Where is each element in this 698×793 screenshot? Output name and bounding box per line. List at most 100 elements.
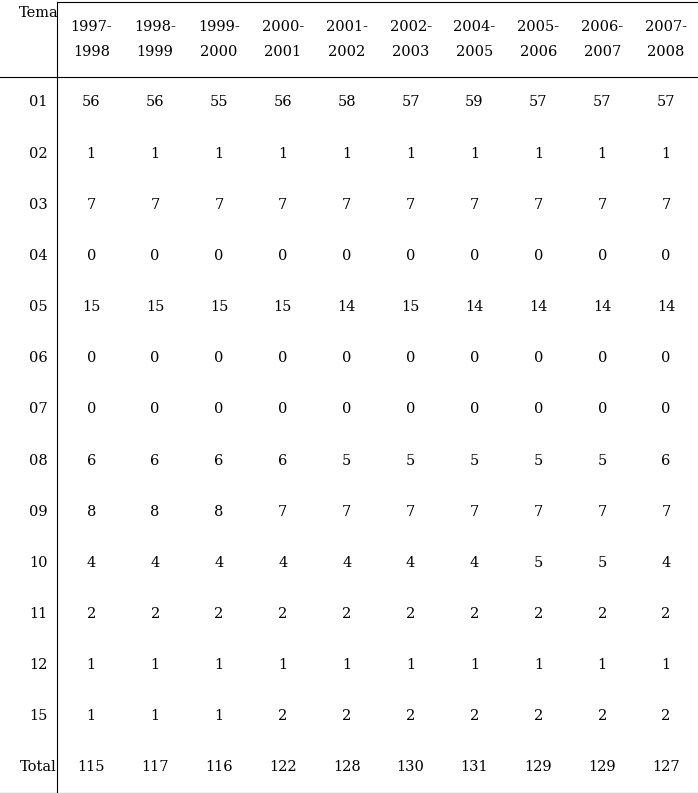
Text: 04: 04 xyxy=(29,249,47,263)
Text: 1: 1 xyxy=(406,147,415,161)
Text: 1: 1 xyxy=(214,709,223,723)
Text: 131: 131 xyxy=(461,760,489,775)
Text: 1: 1 xyxy=(151,147,160,161)
Text: 12: 12 xyxy=(29,658,47,672)
Text: 1999-: 1999- xyxy=(198,20,240,33)
Text: 7: 7 xyxy=(279,197,288,212)
Text: 09: 09 xyxy=(29,504,47,519)
Text: 7: 7 xyxy=(151,197,160,212)
Text: 1: 1 xyxy=(279,147,288,161)
Text: 7: 7 xyxy=(470,504,479,519)
Text: 2007-: 2007- xyxy=(645,20,687,33)
Text: 2: 2 xyxy=(279,709,288,723)
Text: 58: 58 xyxy=(337,95,356,109)
Text: 57: 57 xyxy=(657,95,676,109)
Text: 1: 1 xyxy=(151,658,160,672)
Text: 130: 130 xyxy=(396,760,424,775)
Text: 5: 5 xyxy=(597,454,607,468)
Text: 14: 14 xyxy=(466,300,484,314)
Text: 2: 2 xyxy=(214,607,223,621)
Text: 55: 55 xyxy=(209,95,228,109)
Text: 2: 2 xyxy=(534,709,543,723)
Text: 08: 08 xyxy=(29,454,47,468)
Text: 59: 59 xyxy=(465,95,484,109)
Text: 15: 15 xyxy=(146,300,164,314)
Text: 127: 127 xyxy=(652,760,680,775)
Text: 2003: 2003 xyxy=(392,45,429,59)
Text: 0: 0 xyxy=(534,402,543,416)
Text: 07: 07 xyxy=(29,402,47,416)
Text: 0: 0 xyxy=(470,249,479,263)
Text: 11: 11 xyxy=(29,607,47,621)
Text: 8: 8 xyxy=(214,504,223,519)
Text: 5: 5 xyxy=(406,454,415,468)
Text: 1: 1 xyxy=(214,658,223,672)
Text: 4: 4 xyxy=(279,556,288,570)
Text: 2: 2 xyxy=(662,709,671,723)
Text: 2005: 2005 xyxy=(456,45,493,59)
Text: 0: 0 xyxy=(406,249,415,263)
Text: 7: 7 xyxy=(214,197,223,212)
Text: 2: 2 xyxy=(342,709,351,723)
Text: 7: 7 xyxy=(534,197,543,212)
Text: 2: 2 xyxy=(87,607,96,621)
Text: 0: 0 xyxy=(597,351,607,366)
Text: 0: 0 xyxy=(534,351,543,366)
Text: 6: 6 xyxy=(279,454,288,468)
Text: 2: 2 xyxy=(470,709,479,723)
Text: 6: 6 xyxy=(151,454,160,468)
Text: 0: 0 xyxy=(151,249,160,263)
Text: 10: 10 xyxy=(29,556,47,570)
Text: 0: 0 xyxy=(662,402,671,416)
Text: 05: 05 xyxy=(29,300,47,314)
Text: 0: 0 xyxy=(279,351,288,366)
Text: 0: 0 xyxy=(279,402,288,416)
Text: 1: 1 xyxy=(406,658,415,672)
Text: 14: 14 xyxy=(593,300,611,314)
Text: 129: 129 xyxy=(524,760,552,775)
Text: 1998-: 1998- xyxy=(134,20,176,33)
Text: 0: 0 xyxy=(406,351,415,366)
Text: 0: 0 xyxy=(87,249,96,263)
Text: 1: 1 xyxy=(87,147,96,161)
Text: 115: 115 xyxy=(77,760,105,775)
Text: 0: 0 xyxy=(214,351,223,366)
Text: 2: 2 xyxy=(342,607,351,621)
Text: 116: 116 xyxy=(205,760,233,775)
Text: 0: 0 xyxy=(214,249,223,263)
Text: 0: 0 xyxy=(470,351,479,366)
Text: 56: 56 xyxy=(274,95,292,109)
Text: 1: 1 xyxy=(342,147,351,161)
Text: 57: 57 xyxy=(401,95,420,109)
Text: 0: 0 xyxy=(151,351,160,366)
Text: Total: Total xyxy=(20,760,57,775)
Text: 4: 4 xyxy=(214,556,223,570)
Text: 1: 1 xyxy=(87,709,96,723)
Text: 0: 0 xyxy=(342,402,351,416)
Text: 2: 2 xyxy=(597,607,607,621)
Text: 14: 14 xyxy=(529,300,547,314)
Text: 1999: 1999 xyxy=(137,45,174,59)
Text: 1: 1 xyxy=(151,709,160,723)
Text: 6: 6 xyxy=(662,454,671,468)
Text: 03: 03 xyxy=(29,197,47,212)
Text: 0: 0 xyxy=(342,249,351,263)
Text: 2002-: 2002- xyxy=(389,20,431,33)
Text: 117: 117 xyxy=(142,760,169,775)
Text: 2004-: 2004- xyxy=(454,20,496,33)
Text: 6: 6 xyxy=(87,454,96,468)
Text: 2001-: 2001- xyxy=(326,20,368,33)
Text: 2: 2 xyxy=(662,607,671,621)
Text: 1997-: 1997- xyxy=(70,20,112,33)
Text: 2000-: 2000- xyxy=(262,20,304,33)
Text: 0: 0 xyxy=(662,351,671,366)
Text: 4: 4 xyxy=(406,556,415,570)
Text: 1: 1 xyxy=(597,658,607,672)
Text: 57: 57 xyxy=(529,95,548,109)
Text: 2: 2 xyxy=(406,709,415,723)
Text: 1: 1 xyxy=(470,658,479,672)
Text: 2008: 2008 xyxy=(647,45,685,59)
Text: 5: 5 xyxy=(534,556,543,570)
Text: 1: 1 xyxy=(534,658,543,672)
Text: 15: 15 xyxy=(401,300,419,314)
